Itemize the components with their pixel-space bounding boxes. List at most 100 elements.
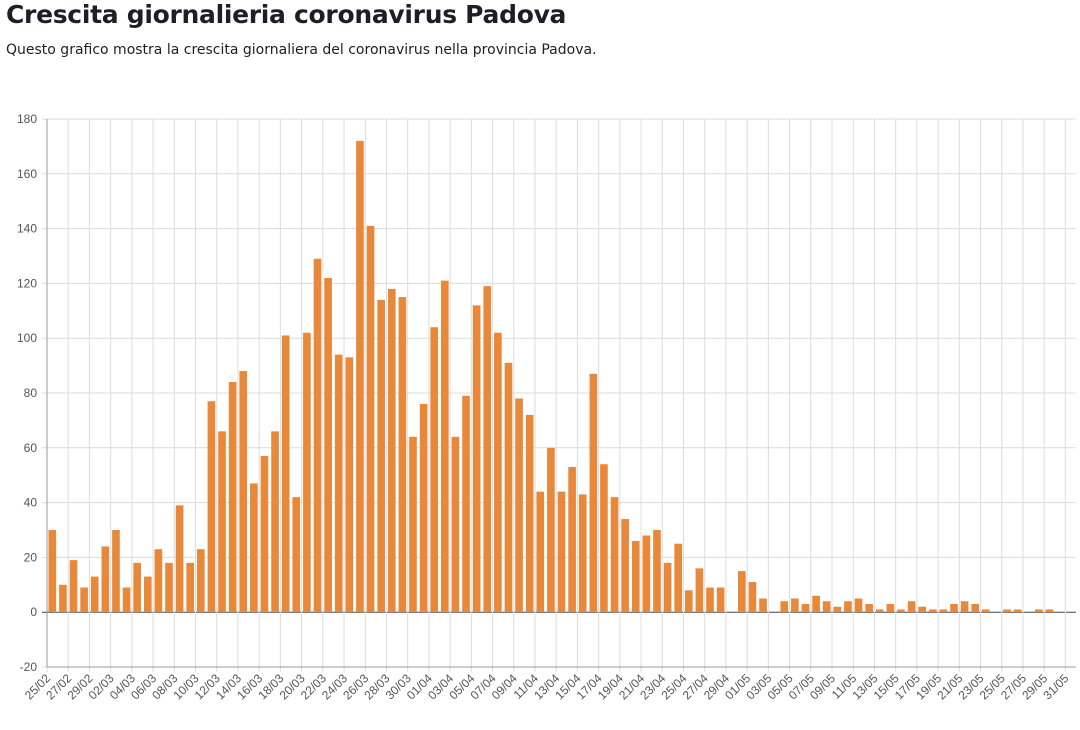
bar-25-05[interactable] <box>1003 609 1011 613</box>
bar-06-03[interactable] <box>154 549 163 613</box>
bar-02-05[interactable] <box>759 598 767 613</box>
bar-04-04[interactable] <box>462 395 470 613</box>
bar-10-03[interactable] <box>197 549 205 613</box>
bar-28-03[interactable] <box>387 288 396 613</box>
bar-19-05[interactable] <box>939 609 948 613</box>
bar-17-05[interactable] <box>918 606 926 613</box>
bar-27-03[interactable] <box>377 299 385 613</box>
bar-27-04[interactable] <box>706 587 714 613</box>
bar-11-04[interactable] <box>536 491 545 613</box>
bar-18-04[interactable] <box>610 497 619 613</box>
bar-31-03[interactable] <box>419 403 428 613</box>
bar-04-03[interactable] <box>133 562 141 613</box>
bars <box>48 140 1054 613</box>
bar-06-04[interactable] <box>483 286 492 613</box>
bar-29-05[interactable] <box>1045 609 1054 613</box>
bar-15-05[interactable] <box>897 609 905 613</box>
bar-14-05[interactable] <box>886 603 895 613</box>
bar-29-02[interactable] <box>90 576 99 613</box>
bar-27-02[interactable] <box>69 560 78 613</box>
y-tick-label: 120 <box>17 276 37 290</box>
bar-26-02[interactable] <box>59 584 67 613</box>
bar-16-05[interactable] <box>907 601 916 613</box>
bar-07-04[interactable] <box>494 332 502 613</box>
bar-05-05[interactable] <box>791 598 799 613</box>
y-tick-label: 160 <box>17 167 37 181</box>
bar-15-04[interactable] <box>578 494 587 613</box>
bar-22-03[interactable] <box>324 277 332 613</box>
bar-11-05[interactable] <box>854 598 863 613</box>
bar-08-03[interactable] <box>175 505 184 613</box>
bar-20-03[interactable] <box>303 332 311 613</box>
bar-15-03[interactable] <box>250 483 258 613</box>
bar-21-05[interactable] <box>960 601 969 613</box>
x-tick-label: 31/05 <box>1040 671 1071 702</box>
bar-06-05[interactable] <box>801 603 810 613</box>
bar-17-04[interactable] <box>600 464 608 613</box>
page-title: Crescita giornalieria coronavirus Padova <box>6 0 567 29</box>
y-tick-label: 100 <box>17 331 37 345</box>
bar-02-04[interactable] <box>440 280 449 613</box>
bar-25-02[interactable] <box>48 530 57 613</box>
bar-01-04[interactable] <box>430 327 439 613</box>
bar-21-03[interactable] <box>313 258 322 613</box>
bar-19-03[interactable] <box>292 497 301 613</box>
bar-28-05[interactable] <box>1035 609 1043 613</box>
bar-23-05[interactable] <box>982 609 990 613</box>
bar-18-03[interactable] <box>281 335 290 613</box>
bar-22-04[interactable] <box>653 530 661 613</box>
bar-07-03[interactable] <box>165 562 173 613</box>
bar-16-04[interactable] <box>589 373 598 613</box>
bar-12-04[interactable] <box>547 447 555 613</box>
bar-26-04[interactable] <box>695 568 704 613</box>
bar-13-05[interactable] <box>875 609 884 613</box>
bar-24-04[interactable] <box>674 543 683 613</box>
bar-23-03[interactable] <box>334 354 343 613</box>
bar-13-03[interactable] <box>228 382 237 613</box>
bar-02-03[interactable] <box>112 530 120 613</box>
bar-14-03[interactable] <box>239 371 248 613</box>
bar-12-03[interactable] <box>218 431 226 613</box>
bar-08-05[interactable] <box>822 601 831 613</box>
bar-22-05[interactable] <box>971 603 980 613</box>
bar-03-03[interactable] <box>122 587 131 613</box>
bar-09-03[interactable] <box>186 562 195 613</box>
bar-09-05[interactable] <box>833 606 842 613</box>
bar-01-05[interactable] <box>748 582 757 613</box>
bar-26-05[interactable] <box>1013 609 1022 613</box>
bar-03-04[interactable] <box>451 436 460 613</box>
y-tick-label: 180 <box>17 112 37 126</box>
bar-16-03[interactable] <box>260 456 269 613</box>
bar-19-04[interactable] <box>621 519 629 613</box>
bar-08-04[interactable] <box>504 362 513 613</box>
bar-12-05[interactable] <box>865 603 873 613</box>
bar-25-03[interactable] <box>356 140 364 613</box>
bar-29-03[interactable] <box>398 297 407 613</box>
bar-20-04[interactable] <box>631 540 640 613</box>
bar-21-04[interactable] <box>642 535 651 613</box>
bar-10-05[interactable] <box>844 601 852 613</box>
bar-24-03[interactable] <box>345 357 354 613</box>
bar-20-05[interactable] <box>950 603 958 613</box>
bar-17-03[interactable] <box>271 431 279 613</box>
bar-26-03[interactable] <box>366 225 375 613</box>
bar-23-04[interactable] <box>663 562 672 613</box>
bar-25-04[interactable] <box>684 590 693 613</box>
bar-28-02[interactable] <box>80 587 88 613</box>
bar-18-05[interactable] <box>928 609 937 613</box>
bar-14-04[interactable] <box>568 466 576 613</box>
bar-04-05[interactable] <box>780 601 789 613</box>
bar-28-04[interactable] <box>716 587 725 613</box>
bar-05-04[interactable] <box>472 305 481 613</box>
bar-13-04[interactable] <box>557 491 566 613</box>
bar-01-03[interactable] <box>101 546 110 613</box>
bar-10-04[interactable] <box>525 414 534 613</box>
bar-05-03[interactable] <box>143 576 152 613</box>
bar-11-03[interactable] <box>207 401 216 613</box>
bar-30-04[interactable] <box>738 571 746 613</box>
bar-07-05[interactable] <box>812 595 820 613</box>
bar-09-04[interactable] <box>515 398 523 613</box>
bar-30-03[interactable] <box>409 436 417 613</box>
x-tick-labels: 25/0227/0229/0202/0304/0306/0308/0310/03… <box>22 671 1072 702</box>
